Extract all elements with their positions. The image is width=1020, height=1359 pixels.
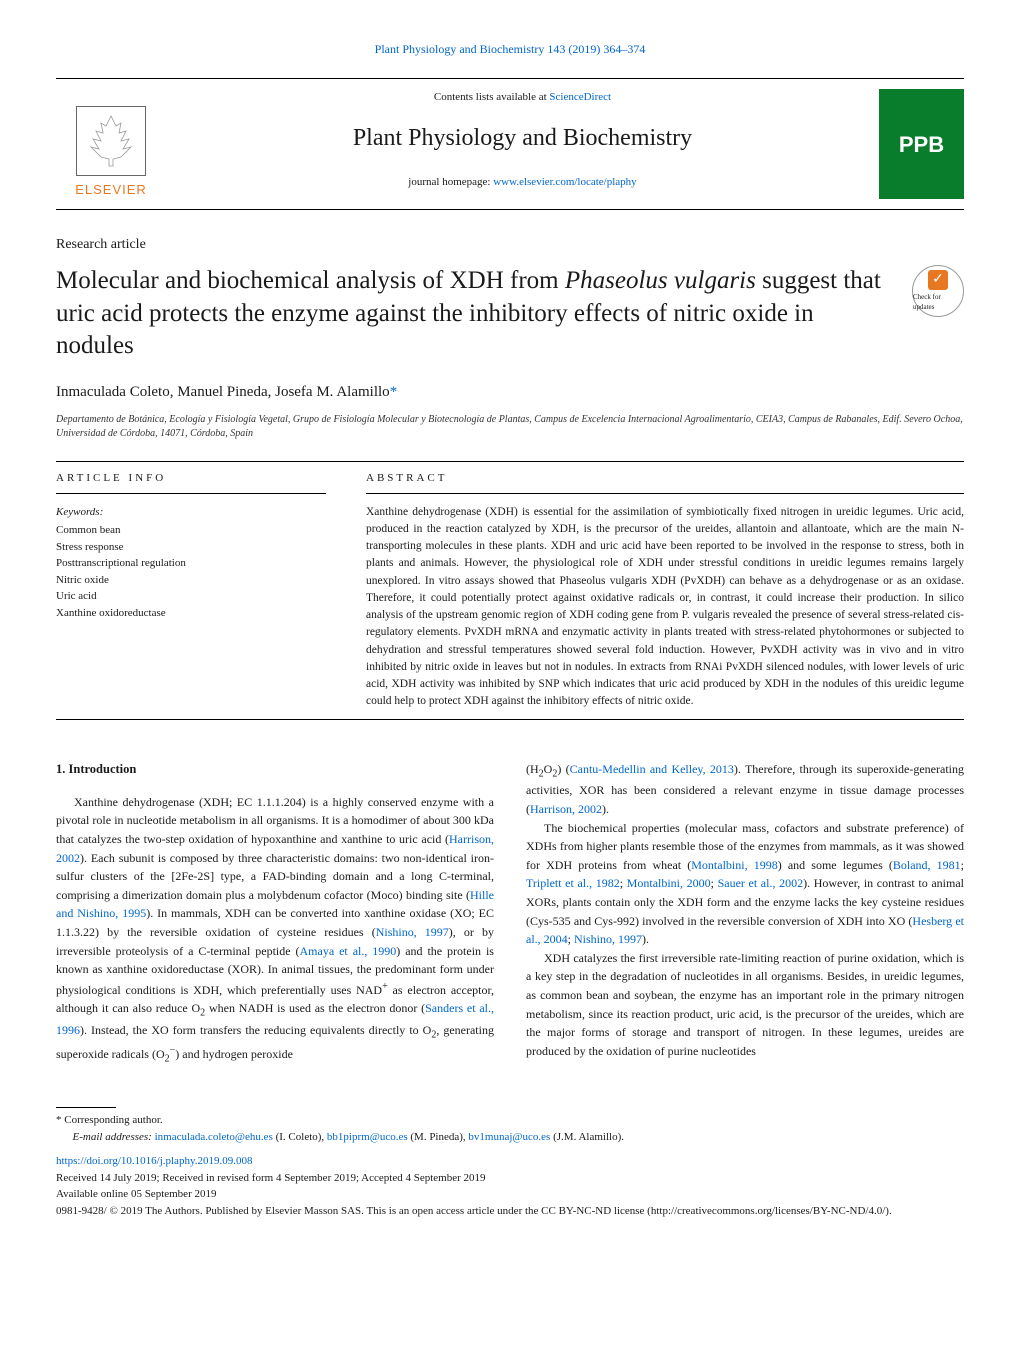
available-online: Available online 05 September 2019 (56, 1186, 964, 1203)
section-heading: 1. Introduction (56, 760, 494, 779)
journal-cover: PPB (879, 89, 964, 199)
authors-names: Inmaculada Coleto, Manuel Pineda, Josefa… (56, 384, 390, 400)
body-paragraph: Xanthine dehydrogenase (XDH; EC 1.1.1.20… (56, 793, 494, 1067)
email-line: E-mail addresses: inmaculada.coleto@ehu.… (56, 1129, 964, 1146)
journal-title: Plant Physiology and Biochemistry (186, 120, 859, 156)
body-paragraph: (H2O2) (Cantu-Medellin and Kelley, 2013)… (526, 760, 964, 1061)
divider (56, 461, 964, 462)
keywords-label: Keywords: (56, 504, 326, 521)
doi-link[interactable]: https://doi.org/10.1016/j.plaphy.2019.09… (56, 1153, 964, 1170)
bookmark-icon: ✓ (928, 270, 948, 290)
publisher-name: ELSEVIER (75, 180, 147, 200)
emails: inmaculada.coleto@ehu.es (I. Coleto), bb… (155, 1131, 624, 1143)
section-title: Introduction (69, 762, 137, 776)
section-number: 1. (56, 762, 65, 776)
copyright: 0981-9428/ © 2019 The Authors. Published… (56, 1203, 964, 1220)
body-column-right: (H2O2) (Cantu-Medellin and Kelley, 2013)… (526, 760, 964, 1068)
homepage-link[interactable]: www.elsevier.com/locate/plaphy (493, 176, 636, 188)
divider (56, 719, 964, 720)
elsevier-tree-icon (76, 106, 146, 176)
abstract-column: ABSTRACT Xanthine dehydrogenase (XDH) is… (366, 470, 964, 711)
header-center: Contents lists available at ScienceDirec… (166, 89, 879, 199)
crossmark-badge[interactable]: ✓ Check for updates (912, 265, 964, 317)
sciencedirect-link[interactable]: ScienceDirect (549, 91, 611, 103)
homepage-line: journal homepage: www.elsevier.com/locat… (186, 174, 859, 191)
contents-prefix: Contents lists available at (434, 91, 549, 103)
body-column-left: 1. Introduction Xanthine dehydrogenase (… (56, 760, 494, 1068)
badge-label: Check for updates (913, 292, 963, 313)
corresponding-author: * Corresponding author. (56, 1112, 964, 1129)
email-label: E-mail addresses: (73, 1131, 155, 1143)
article-title: Molecular and biochemical analysis of XD… (56, 265, 892, 363)
footnote-divider (56, 1107, 116, 1108)
article-info-column: ARTICLE INFO Keywords: Common beanStress… (56, 470, 326, 711)
footer: * Corresponding author. E-mail addresses… (56, 1107, 964, 1219)
article-type: Research article (56, 234, 964, 255)
journal-reference: Plant Physiology and Biochemistry 143 (2… (56, 40, 964, 58)
keywords-list: Common beanStress responsePosttranscript… (56, 522, 326, 621)
doi-url[interactable]: https://doi.org/10.1016/j.plaphy.2019.09… (56, 1155, 252, 1167)
publisher-logo[interactable]: ELSEVIER (56, 89, 166, 199)
abstract-header: ABSTRACT (366, 470, 964, 494)
contents-line: Contents lists available at ScienceDirec… (186, 89, 859, 106)
abstract-text: Xanthine dehydrogenase (XDH) is essentia… (366, 504, 964, 711)
affiliation: Departamento de Botánica, Ecología y Fis… (56, 413, 964, 441)
authors-line: Inmaculada Coleto, Manuel Pineda, Josefa… (56, 381, 964, 404)
corresponding-marker[interactable]: * (390, 384, 398, 400)
header-band: ELSEVIER Contents lists available at Sci… (56, 79, 964, 210)
article-info-header: ARTICLE INFO (56, 470, 326, 494)
homepage-prefix: journal homepage: (408, 176, 493, 188)
journal-ref-link[interactable]: Plant Physiology and Biochemistry 143 (2… (375, 42, 646, 56)
received-dates: Received 14 July 2019; Received in revis… (56, 1170, 964, 1187)
